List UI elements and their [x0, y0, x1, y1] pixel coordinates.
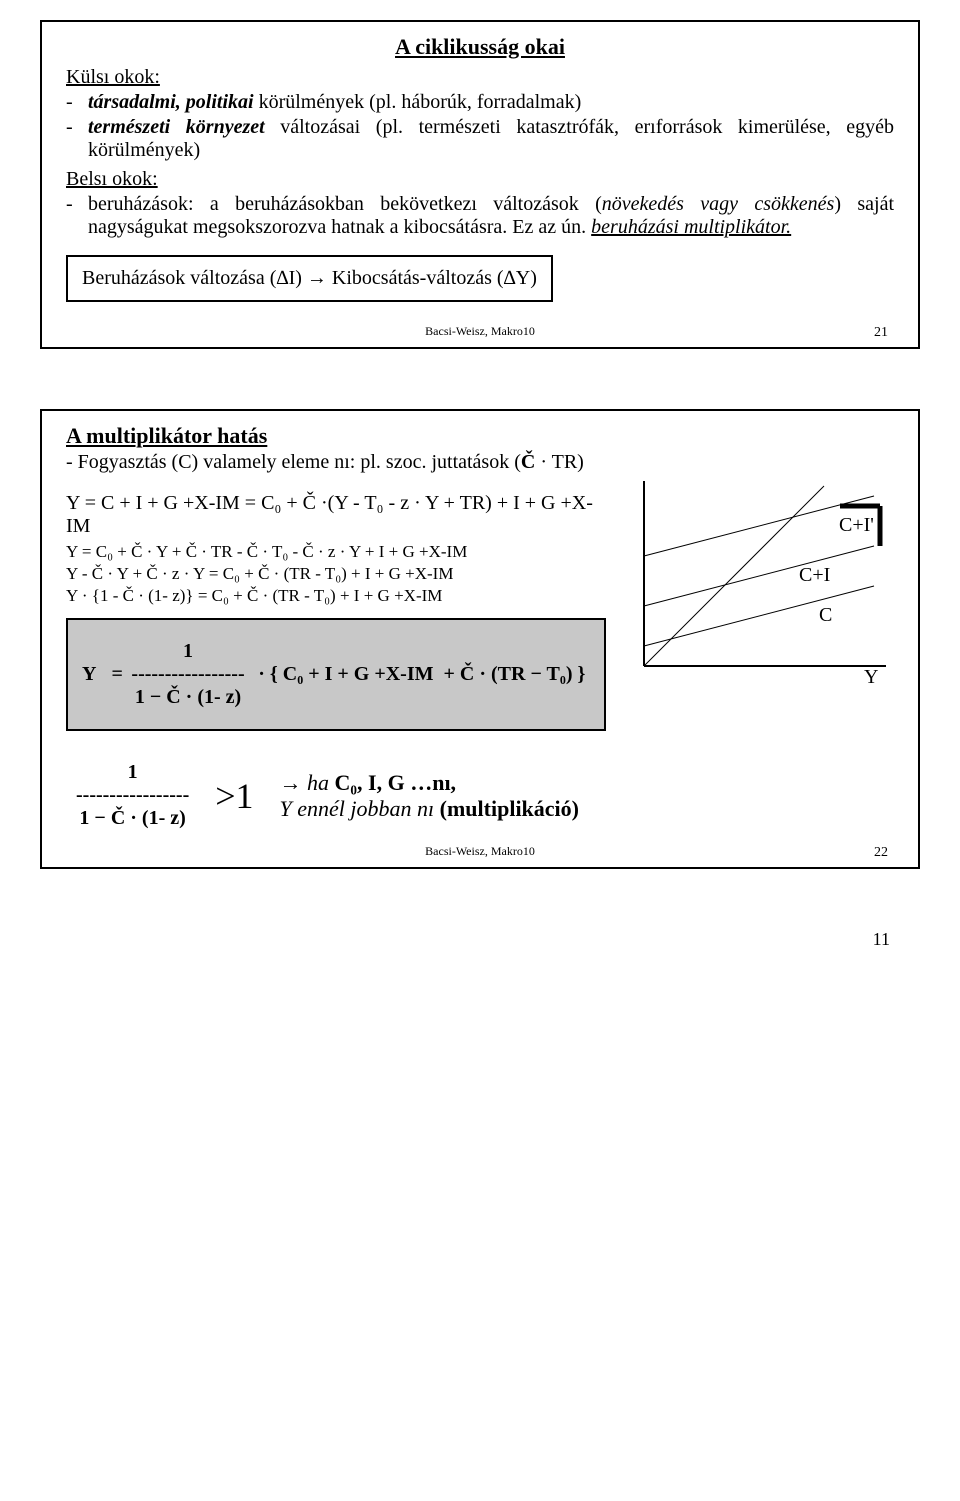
ha-text: ha [307, 770, 335, 795]
bottom-frac-bot: 1 − Č · (1- z) [76, 807, 189, 830]
slide1-title: A ciklikusság okai [66, 34, 894, 60]
frac-bot: 1 − Č · (1- z) [129, 686, 247, 709]
slide2-bottom-row: 1 ----------------- 1 − Č · (1- z) >1 → … [66, 761, 894, 830]
belso-okok-heading: Belsı okok: [66, 168, 894, 191]
slide1-footer: Bacsi-Weisz, Makro10 [66, 324, 894, 339]
slide2-num: 22 [874, 845, 888, 861]
kulso-item-1: társadalmi, politikai körülmények (pl. h… [88, 91, 894, 114]
c-hat: Č [521, 451, 535, 473]
slide2-right: C C+I C+I' Y [624, 476, 894, 737]
slide2-footer: Bacsi-Weisz, Makro10 [66, 844, 894, 859]
bottom-vars: C₀, I, G …nı, [335, 770, 457, 795]
slide2-left: Y = C + I + G +X-IM = C₀ + Č ·(Y - T₀ - … [66, 476, 606, 737]
bottom-fraction: 1 ----------------- 1 − Č · (1- z) [76, 761, 189, 830]
bottom-frac-dash: ----------------- [76, 784, 189, 807]
frac-dash: ----------------- [131, 663, 244, 685]
eq-4: Y · {1 - Č · (1- z)} = C₀ + Č · (TR - T₀… [66, 586, 606, 606]
slide2-subtitle: - Fogyasztás (C) valamely eleme nı: pl. … [66, 451, 894, 474]
shaded-fraction: 1 ----------------- 1 − Č · (1- z) [129, 640, 247, 709]
slide2-sub-post: · TR) [535, 451, 584, 473]
bottom-mult: (multiplikáció) [440, 796, 579, 821]
list-item: - beruházások: a beruházásokban bekövetk… [66, 193, 894, 239]
eq-1: Y = C + I + G +X-IM = C₀ + Č ·(Y - T₀ - … [66, 492, 606, 538]
slide-2: A multiplikátor hatás - Fogyasztás (C) v… [40, 409, 920, 869]
slide1-box: Beruházások változása (∆I) → Kibocsátás-… [66, 255, 553, 302]
list-item: - természeti környezet változásai (pl. t… [66, 116, 894, 162]
eq-2: Y = C₀ + Č · Y + Č · TR - Č · T₀ - Č · z… [66, 542, 606, 562]
arrow-icon: → [280, 770, 302, 795]
kulso1-emph: társadalmi, politikai [88, 91, 254, 113]
kulso-item-2: természeti környezet változásai (pl. ter… [88, 116, 894, 162]
dash: - [66, 193, 88, 239]
svg-text:Y: Y [864, 666, 878, 688]
slide2-title: A multiplikátor hatás [66, 423, 267, 448]
kulso2-emph: természeti környezet [88, 116, 265, 138]
belso-item-1: beruházások: a beruházásokban bekövetkez… [88, 193, 894, 239]
shaded-Y: Y = [82, 663, 123, 686]
frac-top: 1 [129, 640, 247, 663]
belso-emph-1: növekedés vagy csökkenés [602, 193, 835, 215]
svg-text:C+I': C+I' [839, 514, 874, 536]
page-number: 11 [0, 929, 890, 950]
bottom-text: → ha C₀, I, G …nı, Y ennél jobban nı (mu… [280, 770, 579, 822]
kulso1-rest: körülmények (pl. háborúk, forradalmak) [254, 91, 582, 113]
dash: - [66, 91, 88, 114]
kulso-okok-heading: Külsı okok: [66, 66, 894, 89]
eq-3: Y - Č · Y + Č · z · Y = C₀ + Č · (TR - T… [66, 564, 606, 584]
svg-text:C: C [819, 604, 832, 626]
dash: - [66, 116, 88, 162]
slide2-title-row: A multiplikátor hatás [66, 423, 894, 449]
slide2-two-col: Y = C + I + G +X-IM = C₀ + Č ·(Y - T₀ - … [66, 476, 894, 737]
belso-text-1: beruházások: a beruházásokban bekövetkez… [88, 193, 602, 215]
gt-one: >1 [215, 775, 253, 817]
slide-1: A ciklikusság okai Külsı okok: - társada… [40, 20, 920, 349]
shaded-rest: · { C₀ + I + G +X-IM + Č · (TR − T₀) } [253, 663, 585, 686]
list-item: - társadalmi, politikai körülmények (pl.… [66, 91, 894, 114]
bottom-frac-top: 1 [76, 761, 189, 784]
svg-text:C+I: C+I [799, 564, 830, 586]
keynesian-cross-chart: C C+I C+I' Y [624, 476, 894, 691]
slide1-num: 21 [874, 325, 888, 341]
belso-emph-2: beruházási multiplikátor. [591, 216, 791, 238]
shaded-multiplier-box: Y = 1 ----------------- 1 − Č · (1- z) ·… [66, 618, 606, 731]
bottom-line2: Y ennél jobban nı [280, 796, 440, 821]
slide2-sub-pre: - Fogyasztás (C) valamely eleme nı: pl. … [66, 451, 521, 473]
